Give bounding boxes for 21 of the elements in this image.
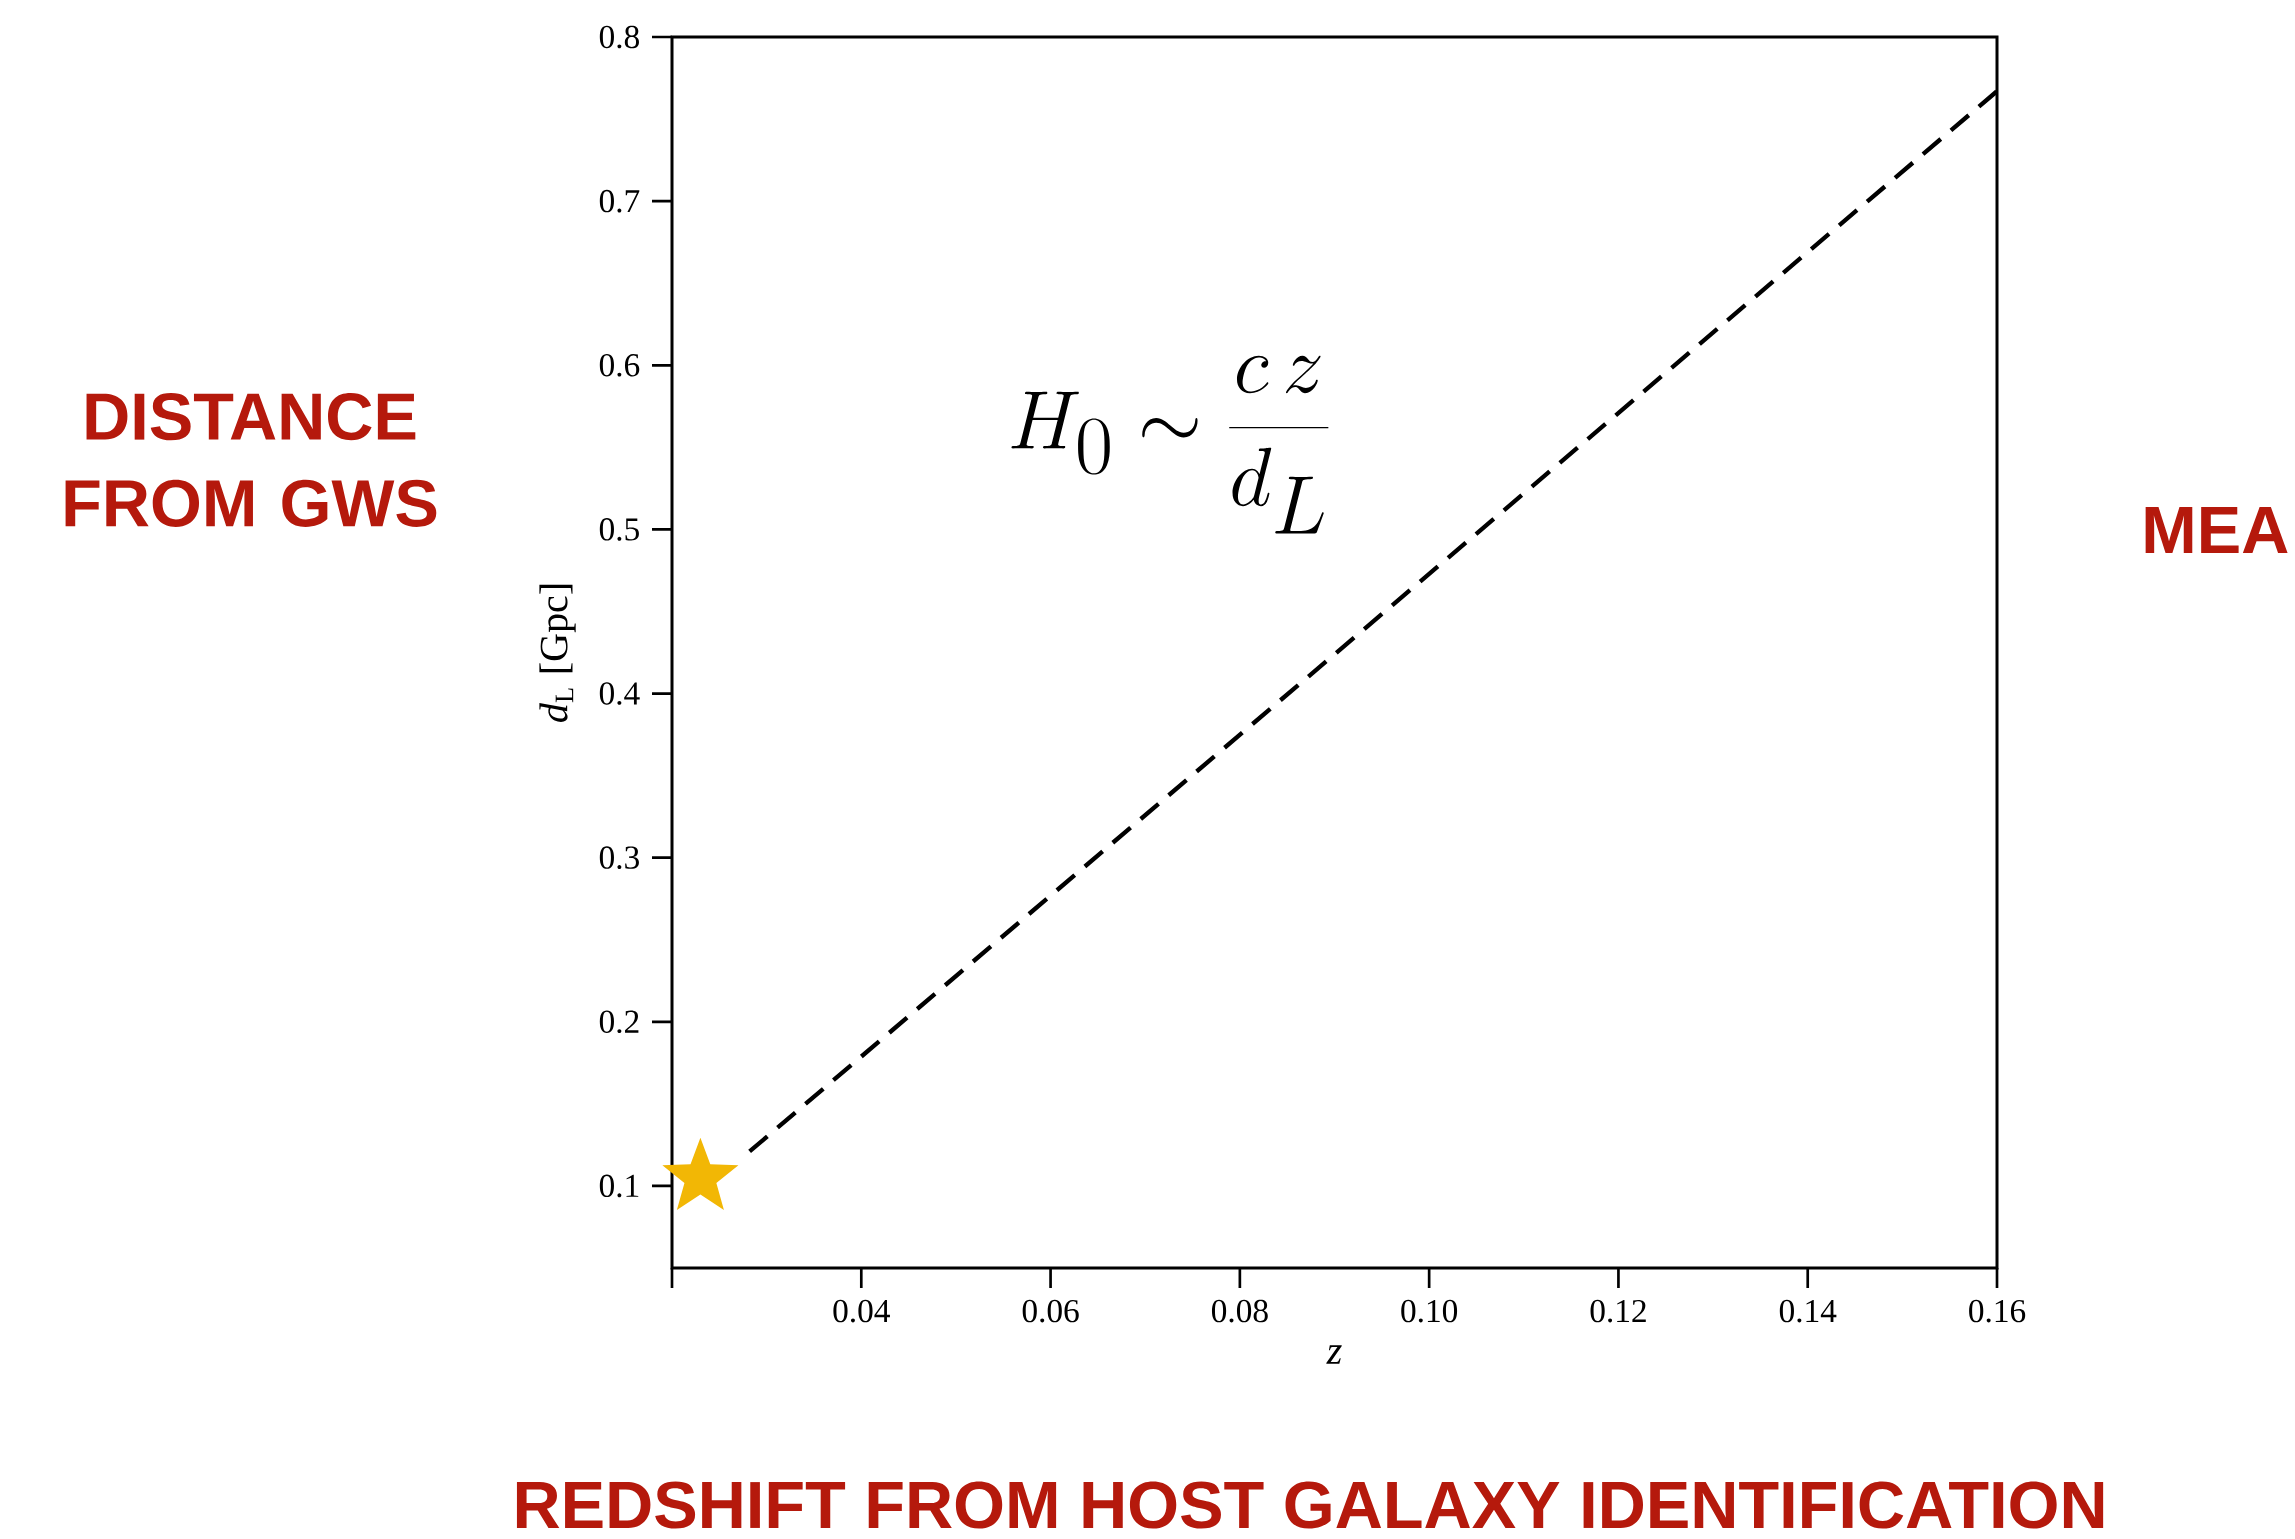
text: MEA — [2145, 507, 2288, 553]
y-tick-label: 0.3 — [599, 846, 639, 869]
x-tick-label: 0.10 — [1401, 1299, 1458, 1323]
text: DISTANCE FROM GWS — [65, 393, 437, 527]
x-tick-label: 0.16 — [1969, 1299, 2026, 1323]
text: REDSHIFT FROM HOST GALAXY IDENTIFICATION — [516, 1481, 2104, 1529]
x-tick-label: 0.12 — [1590, 1299, 1646, 1323]
y-tick-label: 0.1 — [599, 1174, 639, 1198]
y-tick-label: 0.2 — [599, 1010, 639, 1034]
x-tick-label: 0.08 — [1211, 1299, 1268, 1323]
y-tick-label: 0.5 — [599, 518, 639, 541]
annotation: $H_0 \sim \frac{c\,z}{d_L}$ — [1011, 355, 1329, 534]
x-axis-title: z — [1326, 1345, 1342, 1364]
y-tick-label: 0.8 — [599, 25, 639, 49]
y-axis-title: d$_{L}$ [Gpc] — [539, 584, 576, 722]
y-tick-label: 0.4 — [599, 682, 640, 705]
y-tick-label: 0.7 — [599, 189, 640, 213]
y-tick-label: 0.6 — [599, 353, 640, 377]
x-tick-label: 0.04 — [833, 1299, 890, 1323]
x-tick-label: 0.14 — [1779, 1299, 1837, 1323]
x-tick-label: 0.06 — [1022, 1299, 1079, 1323]
